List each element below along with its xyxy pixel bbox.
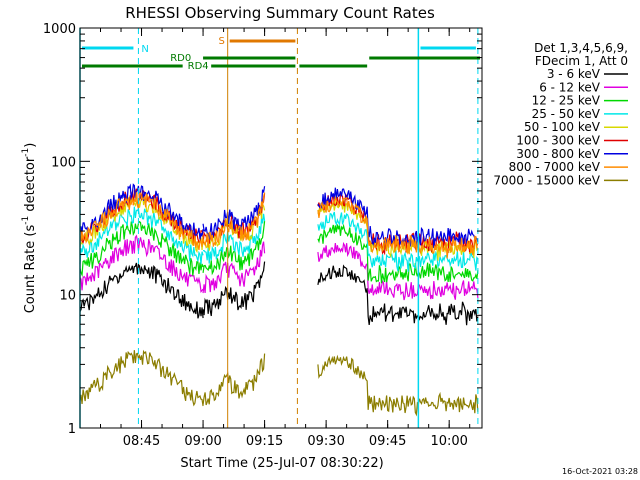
series-line <box>202 261 266 317</box>
rd4-flag-label: RD4 <box>188 61 209 72</box>
y-label-part: detector <box>23 156 38 216</box>
series-layer <box>79 183 479 417</box>
legend-label: 12 - 25 keV <box>532 94 601 108</box>
series-line <box>79 192 204 251</box>
series-line <box>317 196 479 259</box>
series-line <box>317 354 479 417</box>
legend-label: 7000 - 15000 keV <box>493 173 600 187</box>
series-line <box>317 241 479 301</box>
series-line <box>79 183 204 240</box>
series-line <box>317 192 478 256</box>
x-tick-label: 10:00 <box>430 434 467 449</box>
y-tick-label: 10 <box>59 289 76 304</box>
legend-header-1: Det 1,3,4,5,6,9, <box>534 41 628 55</box>
legend-label: 800 - 7000 keV <box>509 160 601 174</box>
series-line <box>202 241 266 294</box>
y-axis-label: Count Rate (s-1 detector-1) <box>21 143 38 314</box>
axis-ticks: 08:45 09:00 09:15 09:30 09:45 10:00 1 10 100 1000 <box>43 22 482 449</box>
night-flag-label: N <box>141 44 148 55</box>
rd0-flag-label: RD0 <box>170 53 191 64</box>
y-tick-label: 100 <box>51 155 76 170</box>
legend-label: 3 - 6 keV <box>547 67 601 81</box>
series-line <box>202 221 266 276</box>
x-tick-label: 09:15 <box>246 434 283 449</box>
x-axis-label: Start Time (25-Jul-07 08:30:22) <box>180 456 383 471</box>
x-tick-label: 09:00 <box>184 434 221 449</box>
series-line <box>79 262 204 319</box>
y-label-part: ) <box>23 143 38 148</box>
generated-timestamp: 16-Oct-2021 03:28 <box>562 467 638 476</box>
chart-title: RHESSI Observing Summary Count Rates <box>125 4 435 22</box>
series-line <box>203 213 266 264</box>
series-line <box>79 206 204 265</box>
y-label-sup: -1 <box>21 148 31 157</box>
y-tick-label: 1 <box>68 422 76 437</box>
saa-flag-label: S <box>218 36 224 47</box>
x-tick-label: 09:45 <box>369 434 406 449</box>
series-line <box>79 220 204 278</box>
series-line <box>317 211 479 272</box>
legend-label: 50 - 100 keV <box>524 120 601 134</box>
series-line <box>317 187 479 249</box>
x-tick-label: 09:30 <box>307 434 344 449</box>
plot-frame <box>79 27 483 429</box>
y-label-part: Count Rate (s <box>23 225 38 314</box>
legend-label: 6 - 12 keV <box>539 80 601 94</box>
series-line <box>79 234 204 294</box>
series-line <box>79 349 204 407</box>
y-label-sup: -1 <box>21 216 31 225</box>
legend-header-2: FDecim 1, Att 0 <box>535 54 628 68</box>
y-tick-label: 1000 <box>43 22 76 37</box>
series-line <box>202 353 266 406</box>
series-line <box>317 264 479 326</box>
series-line <box>202 192 266 248</box>
series-line <box>317 223 479 284</box>
legend-label: 100 - 300 keV <box>516 134 600 148</box>
series-line <box>202 186 266 240</box>
legend-label: 25 - 50 keV <box>532 107 601 121</box>
x-tick-label: 08:45 <box>123 434 160 449</box>
legend-label: 300 - 800 keV <box>516 147 600 161</box>
